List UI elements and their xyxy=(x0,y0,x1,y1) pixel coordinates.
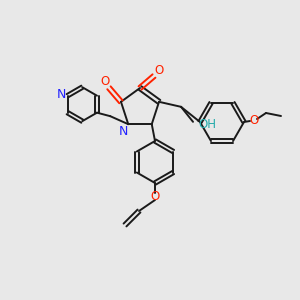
Text: O: O xyxy=(249,113,259,127)
Text: OH: OH xyxy=(198,118,216,131)
Text: N: N xyxy=(57,88,66,101)
Text: N: N xyxy=(118,125,128,138)
Text: O: O xyxy=(150,190,160,203)
Text: O: O xyxy=(100,75,109,88)
Text: O: O xyxy=(154,64,164,77)
